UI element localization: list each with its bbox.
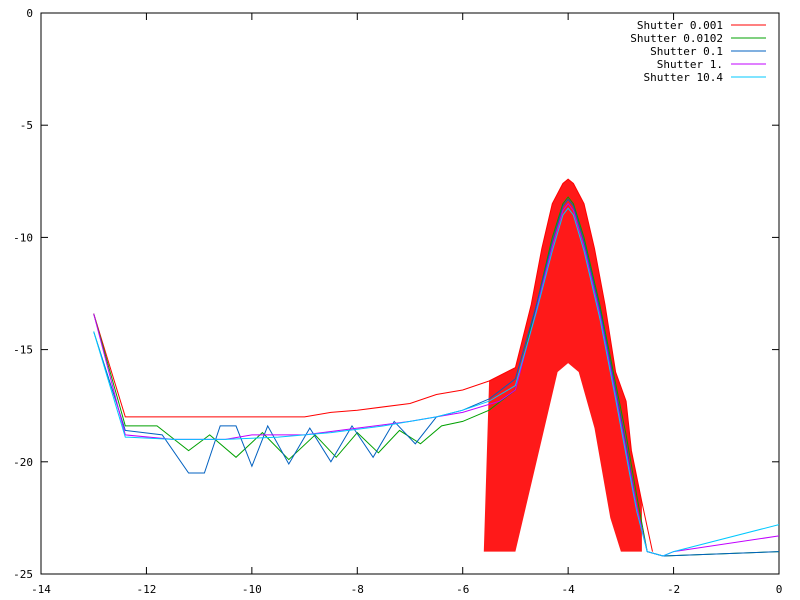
legend-label: Shutter 0.1 xyxy=(650,45,723,58)
x-tick-label: -4 xyxy=(562,583,576,596)
y-tick-label: -25 xyxy=(13,568,33,581)
series-line-0 xyxy=(93,178,653,552)
x-tick-label: -14 xyxy=(31,583,51,596)
x-tick-label: 0 xyxy=(776,583,783,596)
x-tick-label: -12 xyxy=(136,583,156,596)
x-tick-label: -2 xyxy=(667,583,680,596)
x-tick-label: -6 xyxy=(456,583,469,596)
x-tick-label: -8 xyxy=(351,583,364,596)
legend-label: Shutter 0.0102 xyxy=(630,32,723,45)
series-layer xyxy=(93,178,779,557)
legend-label: Shutter 1. xyxy=(657,58,723,71)
series-line-4 xyxy=(93,207,779,557)
series-line-1 xyxy=(93,196,779,557)
series-fill-0 xyxy=(483,179,642,552)
x-axis: -14 -12 -10 -8 -6 -4 -2 0 xyxy=(31,13,782,596)
series-line-3 xyxy=(93,202,779,557)
plot-frame xyxy=(40,12,780,575)
y-axis: 0 -5 -10 -15 -20 -25 xyxy=(13,7,779,581)
y-tick-label: -20 xyxy=(13,456,33,469)
y-tick-label: 0 xyxy=(26,7,33,20)
x-tick-label: -10 xyxy=(242,583,262,596)
legend-label: Shutter 10.4 xyxy=(644,71,724,84)
y-tick-label: -15 xyxy=(13,344,33,357)
y-tick-label: -5 xyxy=(20,119,33,132)
y-tick-label: -10 xyxy=(13,231,33,244)
legend-label: Shutter 0.001 xyxy=(637,19,723,32)
series-line-2 xyxy=(93,198,779,557)
